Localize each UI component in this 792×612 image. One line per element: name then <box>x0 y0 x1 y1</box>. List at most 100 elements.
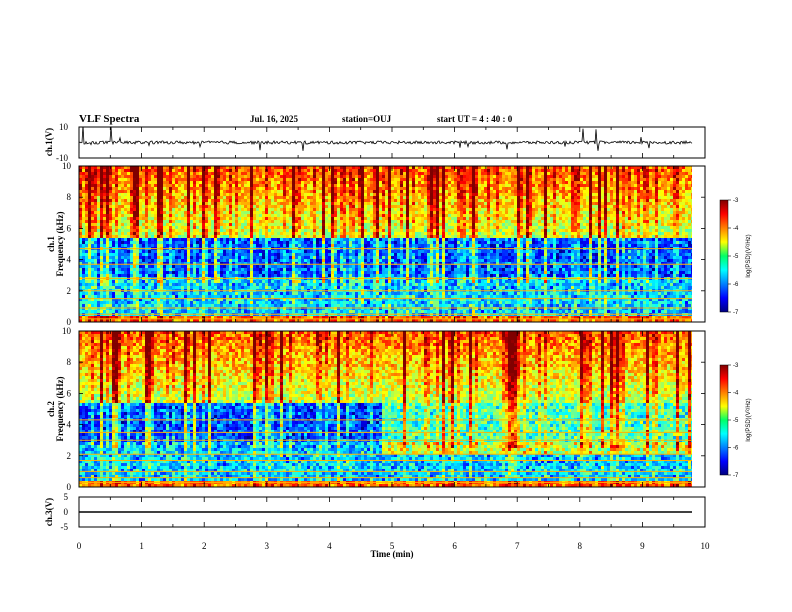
spectrogram-cell <box>247 259 251 263</box>
spectrogram-cell <box>364 265 368 269</box>
spectrogram-cell <box>178 169 182 173</box>
spectrogram-cell <box>337 307 341 311</box>
spectrogram-cell <box>238 214 242 218</box>
spectrogram-cell <box>127 175 131 179</box>
spectrogram-cell <box>310 280 314 284</box>
spectrogram-cell <box>316 208 320 212</box>
spectrogram-cell <box>109 262 113 266</box>
spectrogram-cell <box>292 205 296 209</box>
spectrogram-cell <box>241 265 245 269</box>
spectrogram-cell <box>334 193 338 197</box>
spectrogram-cell <box>124 271 128 275</box>
spectrogram-cell <box>274 202 278 206</box>
spectrogram-cell <box>364 220 368 224</box>
spectrogram-cell <box>127 319 131 322</box>
spectrogram-cell <box>250 268 254 272</box>
spectrogram-cell <box>88 226 92 230</box>
spectrogram-cell <box>196 214 200 218</box>
spectrogram-cell <box>346 301 350 305</box>
spectrogram-cell <box>223 196 227 200</box>
spectrogram-cell <box>292 217 296 221</box>
spectrogram-cell <box>163 241 167 245</box>
spectrogram-cell <box>124 304 128 308</box>
spectrogram-cell <box>265 223 269 227</box>
spectrogram-cell <box>325 283 329 287</box>
spectrogram-cell <box>313 178 317 182</box>
spectrogram-cell <box>79 214 83 218</box>
spectrogram-cell <box>163 256 167 260</box>
spectrogram-cell <box>136 202 140 206</box>
spectrogram-cell <box>169 208 173 212</box>
spectrogram-cell <box>130 250 134 254</box>
spectrogram-cell <box>181 229 185 233</box>
spectrogram-cell <box>229 166 233 170</box>
spectrogram-cell <box>334 274 338 278</box>
spectrogram-cell <box>205 259 209 263</box>
spectrogram-cell <box>352 196 356 200</box>
spectrogram-cell <box>85 190 89 194</box>
spectrogram-cell <box>301 256 305 260</box>
spectrogram-cell <box>88 304 92 308</box>
spectrogram-cell <box>241 190 245 194</box>
spectrogram-cell <box>337 175 341 179</box>
spectrogram-cell <box>337 280 341 284</box>
spectrogram-cell <box>208 319 212 322</box>
spectrogram-cell <box>169 181 173 185</box>
spectrogram-cell <box>349 253 353 257</box>
spectrogram-cell <box>103 211 107 215</box>
spectrogram-cell <box>277 250 281 254</box>
spectrogram-cell <box>322 319 326 322</box>
spectrogram-cell <box>277 232 281 236</box>
spectrogram-cell <box>130 178 134 182</box>
spectrogram-cell <box>214 223 218 227</box>
spectrogram-cell <box>142 211 146 215</box>
spectrogram-cell <box>346 250 350 254</box>
spectrogram-cell <box>169 211 173 215</box>
spectrogram-cell <box>115 202 119 206</box>
spectrogram-cell <box>355 274 359 278</box>
spectrogram-cell <box>259 244 263 248</box>
spectrogram-cell <box>256 283 260 287</box>
spectrogram-cell <box>202 175 206 179</box>
spectrogram-cell <box>154 256 158 260</box>
spectrogram-cell <box>280 310 284 314</box>
spectrogram-cell <box>322 193 326 197</box>
spectrogram-cell <box>208 187 212 191</box>
spectrogram-cell <box>184 271 188 275</box>
spectrogram-cell <box>151 208 155 212</box>
spectrogram-cell <box>94 292 98 296</box>
spectrogram-cell <box>292 169 296 173</box>
spectrogram-cell <box>277 220 281 224</box>
spectrogram-cell <box>340 205 344 209</box>
spectrogram-cell <box>325 253 329 257</box>
spectrogram-cell <box>181 214 185 218</box>
spectrogram-cell <box>124 202 128 206</box>
spectrogram-cell <box>172 298 176 302</box>
spectrogram-cell <box>100 286 104 290</box>
spectrogram-cell <box>217 304 221 308</box>
spectrogram-cell <box>289 301 293 305</box>
spectrogram-cell <box>262 166 266 170</box>
spectrogram-cell <box>193 205 197 209</box>
spectrogram-cell <box>112 301 116 305</box>
spectrogram-cell <box>238 250 242 254</box>
spectrogram-cell <box>244 286 248 290</box>
spectrogram-cell <box>145 169 149 173</box>
spectrogram-cell <box>205 262 209 266</box>
spectrogram-cell <box>331 301 335 305</box>
spectrogram-cell <box>352 310 356 314</box>
spectrogram-cell <box>277 187 281 191</box>
spectrogram-cell <box>109 223 113 227</box>
spectrogram-cell <box>136 205 140 209</box>
spectrogram-cell <box>208 217 212 221</box>
spectrogram-cell <box>130 274 134 278</box>
spectrogram-cell <box>217 250 221 254</box>
spectrogram-cell <box>172 217 176 221</box>
spectrogram-cell <box>301 292 305 296</box>
spectrogram-cell <box>205 208 209 212</box>
spectrogram-cell <box>301 274 305 278</box>
spectrogram-cell <box>208 235 212 239</box>
spectrogram-cell <box>241 226 245 230</box>
spectrogram-cell <box>178 187 182 191</box>
spectrogram-cell <box>274 229 278 233</box>
